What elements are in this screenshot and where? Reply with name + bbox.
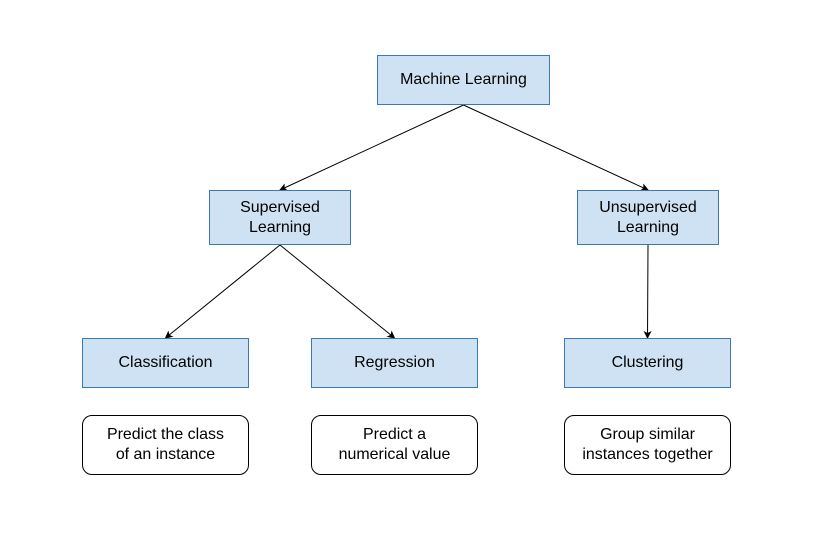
edge-root-supervised <box>280 105 464 190</box>
node-unsupervised-learning: UnsupervisedLearning <box>577 190 719 245</box>
edge-supervised-regression <box>280 245 395 338</box>
desc-label: Predict the classof an instance <box>107 425 224 465</box>
node-label: Machine Learning <box>400 70 527 90</box>
node-label: UnsupervisedLearning <box>599 198 697 238</box>
edge-unsupervised-clustering <box>648 245 649 338</box>
diagram-canvas: Machine Learning SupervisedLearning Unsu… <box>0 0 817 556</box>
desc-label: Group similarinstances together <box>582 425 712 465</box>
node-machine-learning: Machine Learning <box>377 55 550 105</box>
node-label: Classification <box>119 353 213 373</box>
node-classification: Classification <box>82 338 249 388</box>
edge-root-unsupervised <box>464 105 649 190</box>
node-label: SupervisedLearning <box>240 198 320 238</box>
node-supervised-learning: SupervisedLearning <box>209 190 351 245</box>
desc-classification: Predict the classof an instance <box>82 415 249 475</box>
desc-label: Predict anumerical value <box>339 425 451 465</box>
node-clustering: Clustering <box>564 338 731 388</box>
desc-regression: Predict anumerical value <box>311 415 478 475</box>
node-label: Clustering <box>612 353 684 373</box>
edge-supervised-classification <box>166 245 281 338</box>
node-regression: Regression <box>311 338 478 388</box>
node-label: Regression <box>354 353 435 373</box>
desc-clustering: Group similarinstances together <box>564 415 731 475</box>
